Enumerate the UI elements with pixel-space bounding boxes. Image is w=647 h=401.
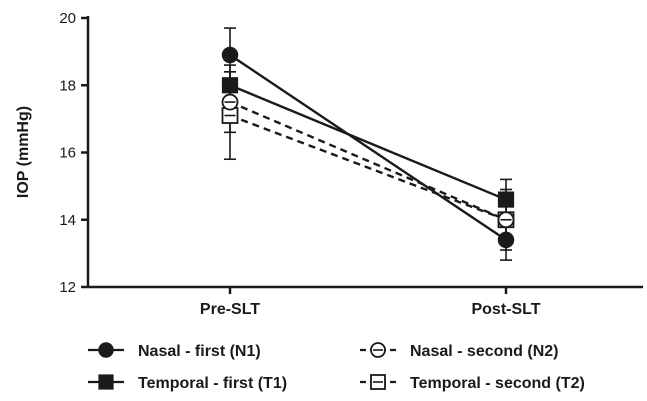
y-tick-label: 20 [59,10,76,27]
legend-item: Nasal - first (N1) [88,342,261,360]
series-line [229,53,507,241]
error-bars [224,27,512,261]
data-point [221,46,239,64]
axes: 12 14 16 18 20 Pre-SLT Post-SLT [59,10,643,318]
legend-label: Nasal - first (N1) [138,343,261,360]
data-point [221,77,239,94]
legend: Nasal - first (N1) Nasal - second (N2) Tem… [88,342,585,392]
data-markers [221,46,515,249]
y-axis-label: IOP (mmHg) [15,106,32,198]
y-tick-label: 14 [59,212,76,229]
x-tick-label: Post-SLT [471,301,540,318]
legend-item: Temporal - first (T1) [88,374,287,392]
series-line [229,114,507,221]
y-tick-label: 18 [59,77,76,94]
series-line [229,84,507,201]
data-point [497,231,515,249]
legend-label: Temporal - first (T1) [138,375,287,392]
data-point [497,191,515,208]
y-tick-label: 16 [59,145,76,162]
legend-marker [98,374,114,390]
y-tick-label: 12 [59,279,76,296]
series-lines [229,53,507,241]
legend-item: Temporal - second (T2) [360,374,585,392]
legend-label: Temporal - second (T2) [410,375,585,392]
legend-marker [98,342,114,358]
x-tick-label: Pre-SLT [200,301,260,318]
legend-label: Nasal - second (N2) [410,343,558,360]
series-line [229,100,507,221]
legend-item: Nasal - second (N2) [360,342,558,360]
